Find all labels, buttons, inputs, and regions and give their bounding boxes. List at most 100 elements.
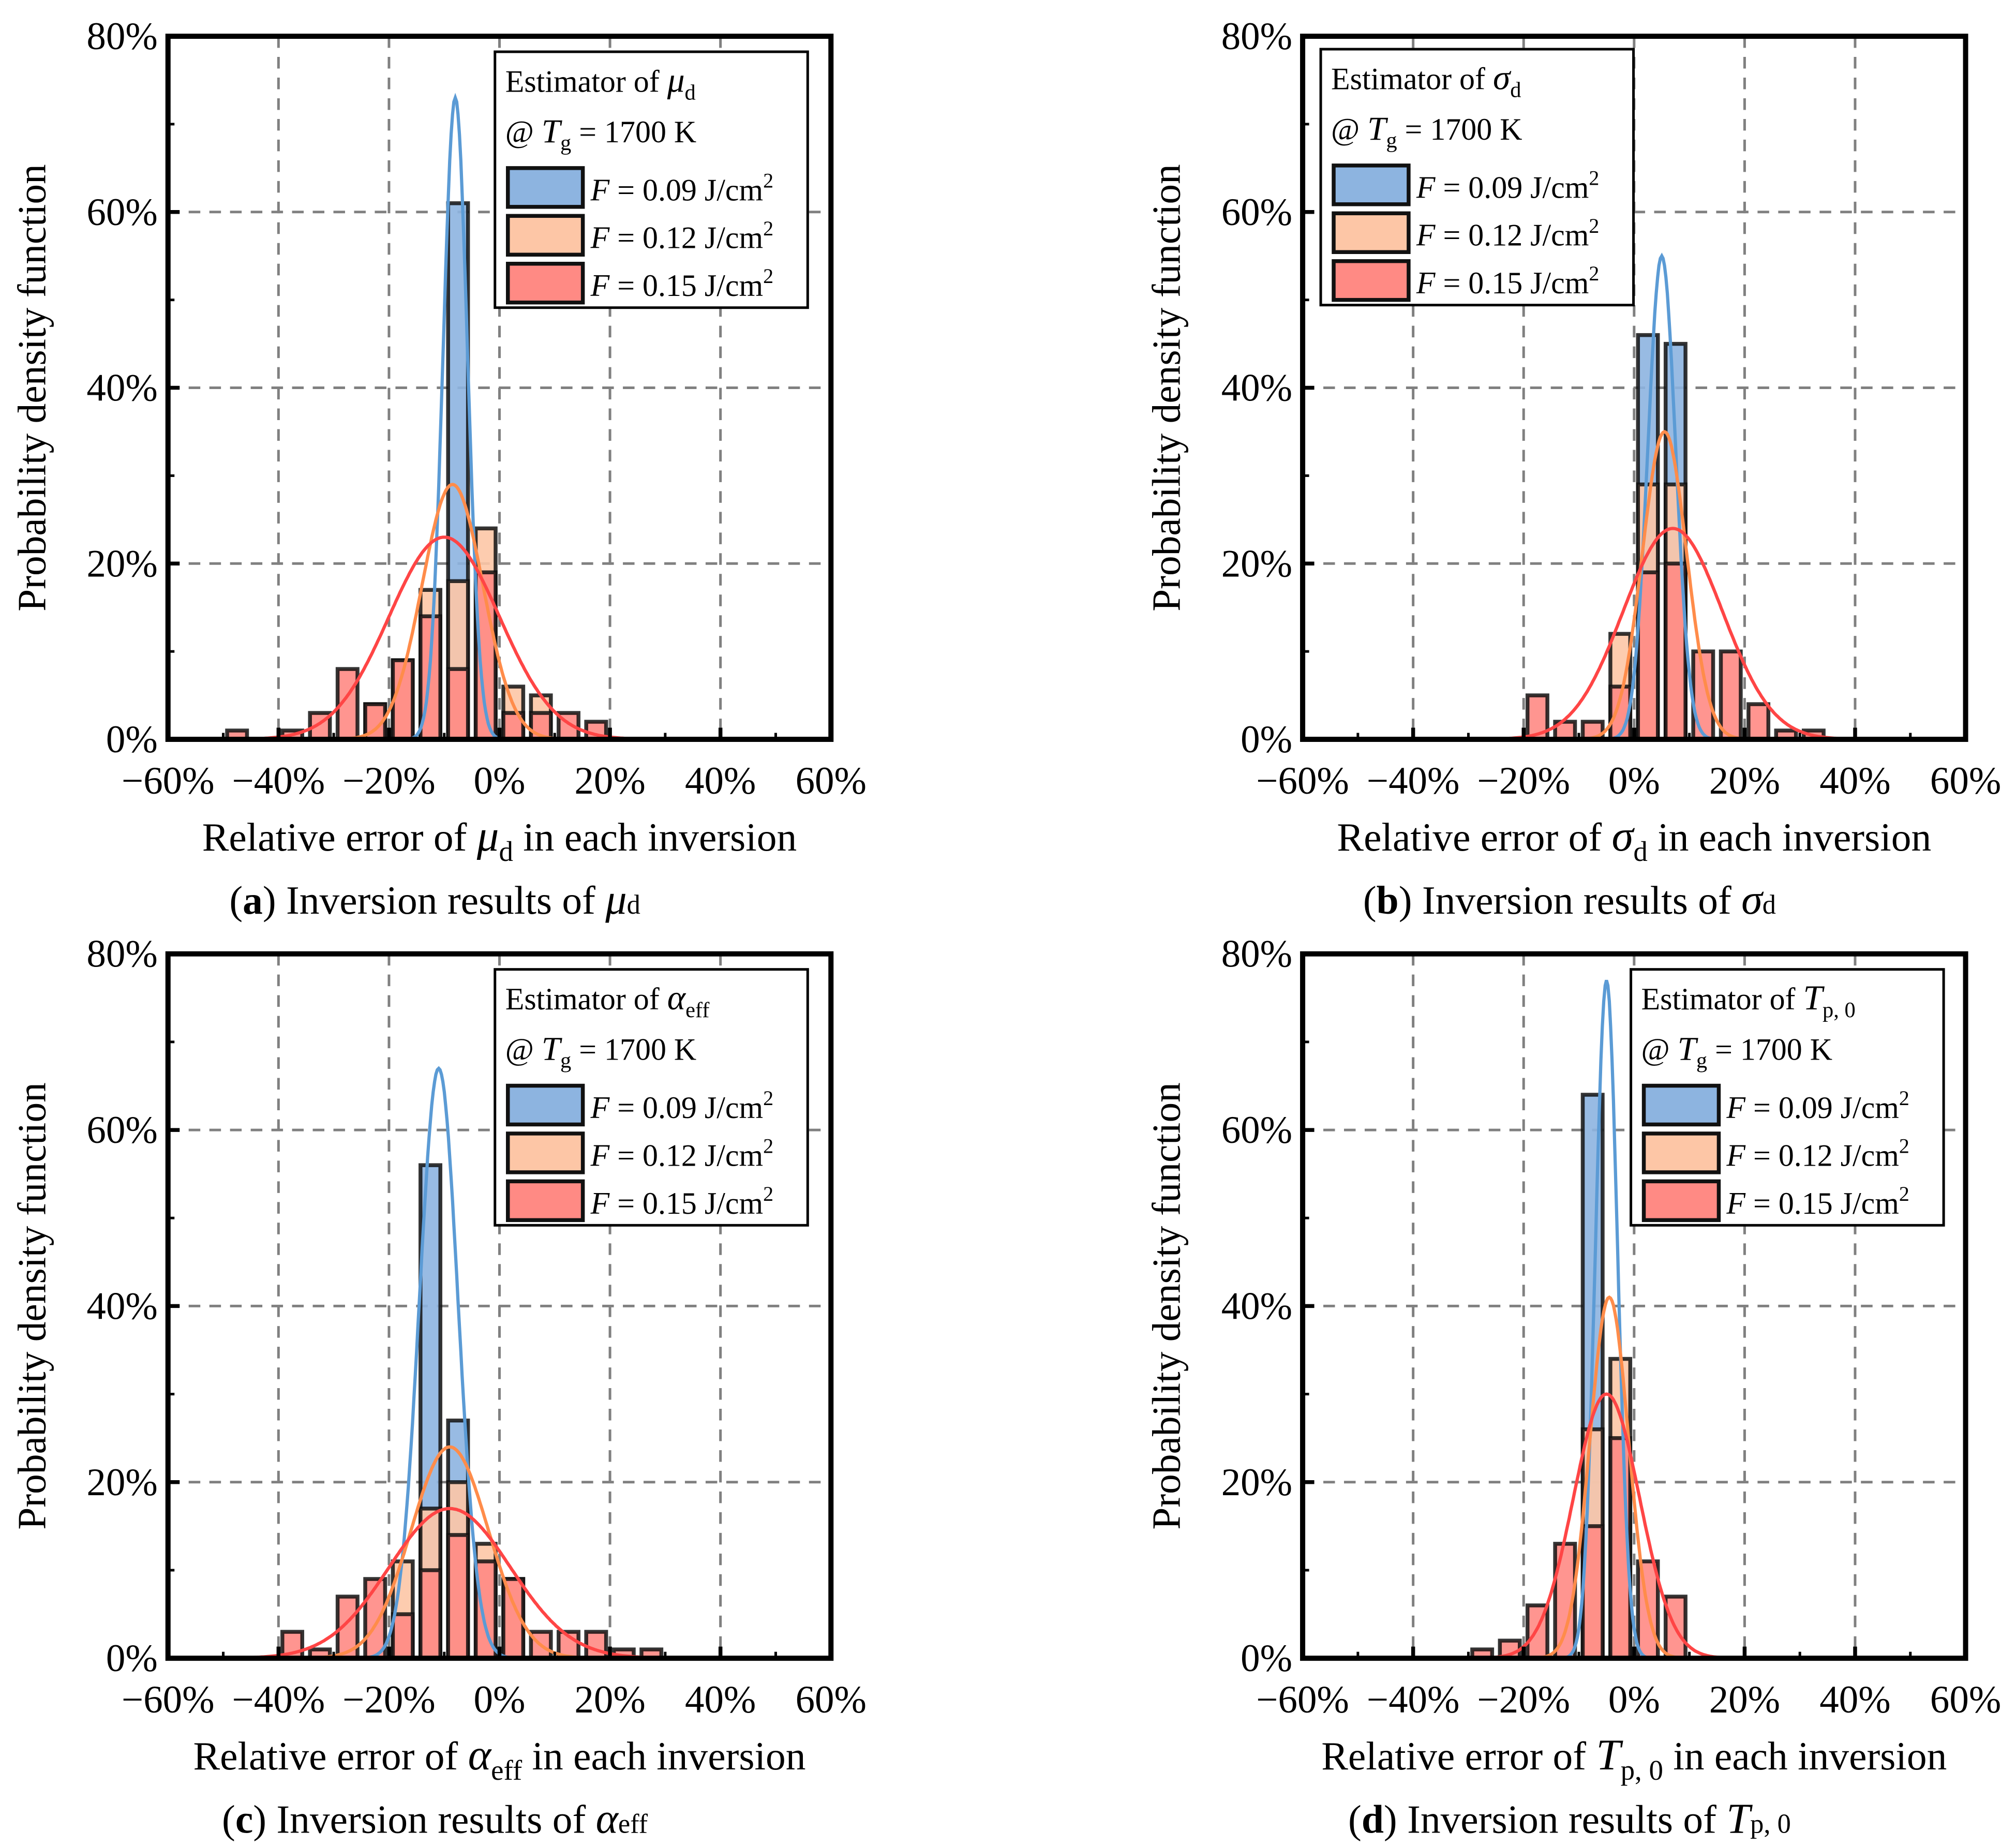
y-tick-label: 40% — [86, 1285, 157, 1328]
bar-f015 — [501, 711, 526, 741]
tspan: eff — [685, 998, 710, 1022]
tspan: ) — [1384, 1797, 1397, 1841]
legend-title: Estimator of μd — [505, 61, 696, 105]
tspan: F — [590, 269, 610, 303]
x-tick-label: −40% — [1367, 759, 1460, 802]
legend: Estimator of Tp, 0 @ Tg = 1700 K F = 0.09 … — [1630, 968, 1945, 1227]
tspan: g — [1696, 1049, 1707, 1073]
tspan: 2 — [763, 169, 773, 192]
tspan: F — [1416, 218, 1436, 252]
panel-caption: (a) Inversion results of μd — [229, 876, 640, 923]
tspan: @ — [505, 115, 542, 149]
legend-title: Estimator of Tp, 0 — [1641, 978, 1856, 1022]
x-tick-label: 0% — [1608, 759, 1660, 802]
legend-swatch — [505, 1131, 585, 1174]
legend-condition: @ Tg = 1700 K — [505, 113, 696, 155]
legend-swatch — [1332, 163, 1411, 206]
y-tick-label: 80% — [1221, 15, 1292, 58]
bar-f015 — [446, 1533, 470, 1660]
y-tick-label: 20% — [1221, 1461, 1292, 1504]
tspan: ( — [222, 1797, 235, 1841]
tspan: μ — [605, 876, 626, 923]
legend-entry-label: F = 0.12 J/cm2 — [1726, 1134, 1909, 1172]
tspan: 2 — [1589, 166, 1599, 189]
tspan: F — [590, 1186, 610, 1220]
bar-f015 — [584, 1630, 608, 1660]
tspan: Inversion results of — [1397, 1797, 1727, 1841]
tspan: d — [627, 890, 640, 920]
y-tick-label: 40% — [1221, 1285, 1292, 1328]
tspan: 2 — [1899, 1086, 1909, 1110]
tspan: = 0.15 J/cm — [1436, 266, 1589, 300]
tspan: @ — [1641, 1033, 1678, 1067]
tspan: 2 — [763, 1134, 773, 1157]
x-tick-label: 0% — [474, 1678, 526, 1721]
x-tick-label: 60% — [796, 759, 867, 802]
legend-swatch — [505, 214, 585, 257]
tspan: d — [499, 836, 513, 867]
tspan: = 1700 K — [571, 1033, 696, 1067]
legend-entry-label: F = 0.12 J/cm2 — [590, 217, 773, 255]
tspan: Inversion results of — [266, 1797, 596, 1841]
panel-caption: (c) Inversion results of αeff — [222, 1795, 648, 1842]
y-tick-label: 20% — [86, 542, 157, 585]
panel-d: −60% −40% −20% 0% 20% 40% 60% 0% 20% 40% 60% 80% Pro… — [1144, 933, 2002, 1842]
tspan: = 0.09 J/cm — [1745, 1091, 1899, 1125]
tspan: p, 0 — [1823, 998, 1856, 1022]
y-tick-label: 60% — [86, 1109, 157, 1152]
tspan: T — [1803, 978, 1825, 1017]
x-tick-label: −40% — [1367, 1678, 1460, 1721]
legend-entry-label: F = 0.09 J/cm2 — [590, 1086, 773, 1125]
legend-entry-label: F = 0.15 J/cm2 — [590, 1182, 773, 1220]
tspan: ) — [263, 878, 276, 922]
tspan: α — [468, 1731, 492, 1779]
tspan: d — [1510, 78, 1521, 102]
x-tick-label: −20% — [342, 759, 436, 802]
tspan: 2 — [1899, 1182, 1909, 1205]
legend-swatch — [505, 166, 585, 209]
y-axis-label: Probability density function — [1144, 1082, 1189, 1530]
y-tick-label: 0% — [1241, 718, 1292, 761]
panel-b: −60% −40% −20% 0% 20% 40% 60% 0% 20% 40% 60% 80% Pro… — [1144, 15, 2002, 923]
tspan: g — [560, 1049, 571, 1073]
tspan: eff — [618, 1809, 648, 1839]
legend: Estimator of αeff @ Tg = 1700 K F = 0.09 J… — [494, 968, 809, 1227]
legend-swatch — [1332, 211, 1411, 254]
tspan: α — [596, 1795, 619, 1842]
tspan: = 0.12 J/cm — [609, 1138, 763, 1172]
x-tick-label: 40% — [1819, 1678, 1890, 1721]
x-tick-label: −60% — [122, 759, 215, 802]
y-axis-label: Probability density function — [9, 164, 54, 612]
tspan: d — [685, 80, 696, 105]
tspan: in each inversion — [513, 815, 797, 859]
tspan: @ — [505, 1033, 542, 1067]
x-axis-label: Relative error of μd in each inversion — [202, 812, 797, 867]
tspan: 2 — [763, 217, 773, 240]
legend-condition: @ Tg = 1700 K — [1641, 1031, 1832, 1073]
tspan: d — [1763, 890, 1776, 920]
tspan: T — [1678, 1031, 1698, 1068]
y-tick-label: 40% — [1221, 367, 1292, 410]
bar-f015 — [529, 1630, 553, 1660]
tspan: @ — [1331, 112, 1367, 146]
x-tick-label: −60% — [122, 1678, 215, 1721]
tspan: Relative error of — [1337, 815, 1611, 859]
tspan: in each inversion — [522, 1734, 805, 1778]
tspan: eff — [491, 1754, 522, 1786]
x-tick-label: 0% — [474, 759, 526, 802]
tspan: F — [1726, 1091, 1746, 1125]
tspan: 2 — [763, 264, 773, 288]
legend-title: Estimator of σd — [1331, 58, 1521, 102]
legend: Estimator of σd @ Tg = 1700 K F = 0.09 J/c… — [1319, 48, 1635, 307]
tspan: p, 0 — [1750, 1809, 1791, 1839]
bar-f015 — [446, 667, 470, 741]
x-tick-label: −60% — [1256, 759, 1349, 802]
tspan: = 1700 K — [1707, 1033, 1832, 1067]
tspan: Relative error of — [202, 815, 477, 859]
tspan: F — [1726, 1186, 1746, 1220]
tspan: ) — [1399, 878, 1412, 922]
legend-entry-label: F = 0.09 J/cm2 — [590, 169, 773, 207]
y-axis-label: Probability density function — [9, 1082, 54, 1530]
tspan: μ — [667, 61, 685, 99]
